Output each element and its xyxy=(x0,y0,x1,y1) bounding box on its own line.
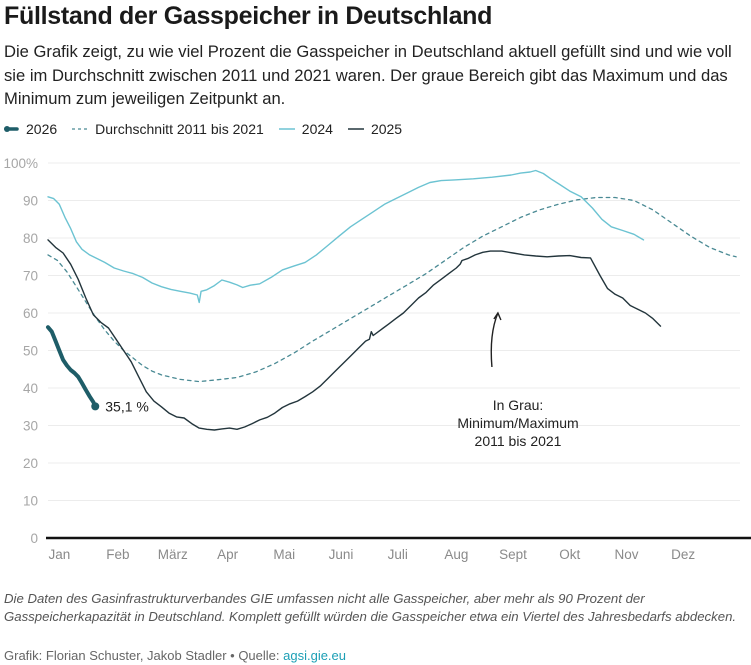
y-tick-label: 0 xyxy=(30,531,38,546)
legend-item-2026: 2026 xyxy=(4,121,57,137)
legend-swatch-2025 xyxy=(347,128,364,130)
series-end-label: 35,1 % xyxy=(105,398,149,414)
x-tick-label: März xyxy=(158,547,188,562)
x-tick-label: Jan xyxy=(48,547,70,562)
legend-label-2026: 2026 xyxy=(26,121,58,137)
x-tick-label: Juni xyxy=(329,547,354,562)
y-tick-label: 60 xyxy=(23,306,38,321)
legend-label-2024: 2024 xyxy=(301,121,333,137)
annotation-arrowhead xyxy=(493,311,502,321)
x-tick-label: Dez xyxy=(671,547,695,562)
y-tick-label: 80 xyxy=(23,231,38,246)
x-tick-label: Okt xyxy=(559,547,580,562)
y-tick-label: 20 xyxy=(23,456,38,471)
annotation-text: Minimum/Maximum xyxy=(457,415,578,431)
series-line-2026 xyxy=(46,325,98,409)
y-tick-label: 50 xyxy=(23,344,38,359)
footnote: Die Daten des Gasinfrastrukturverbandes … xyxy=(4,591,737,624)
y-tick-label: 100% xyxy=(3,156,38,171)
legend-swatch-2024 xyxy=(278,128,295,130)
y-tick-label: 30 xyxy=(23,419,38,434)
legend: 2026 Durchschnitt 2011 bis 2021 2024 202… xyxy=(4,121,416,137)
legend-item-2025: 2025 xyxy=(347,121,402,137)
series-line-durchschnitt-2011-bis-2021 xyxy=(47,196,737,383)
legend-label-2025: 2025 xyxy=(370,121,403,137)
source-link[interactable]: agsi.gie.eu xyxy=(283,648,347,663)
x-tick-label: Nov xyxy=(614,547,638,562)
x-tick-label: Juli xyxy=(388,547,408,562)
credit-authors: Grafik: Florian Schuster, Jakob Stadler xyxy=(4,648,227,663)
chart-plot: 0 10 20 30 40 50 60 70 80 90 100% Jan Feb März Apr Mai… xyxy=(3,156,751,562)
legend-item-2024: 2024 xyxy=(278,121,333,137)
chart-subtitle: Die Grafik zeigt, zu wie viel Prozent di… xyxy=(4,42,732,108)
source-prefix: • Quelle: xyxy=(226,648,284,663)
x-tick-label: Feb xyxy=(106,547,129,562)
series-end-marker xyxy=(91,402,100,411)
series-line-2024 xyxy=(47,169,645,304)
x-tick-label: Apr xyxy=(217,547,239,562)
y-tick-label: 40 xyxy=(23,381,38,396)
annotation-text: In Grau: xyxy=(493,397,544,413)
annotation-arrow xyxy=(490,312,499,368)
x-tick-label: Mai xyxy=(273,547,295,562)
credits: Grafik: Florian Schuster, Jakob Stadler … xyxy=(4,648,346,663)
x-tick-label: Sept xyxy=(499,547,527,562)
series-line-2025 xyxy=(47,239,662,431)
annotation-text: 2011 bis 2021 xyxy=(475,433,562,449)
legend-label-average: Durchschnitt 2011 bis 2021 xyxy=(95,121,264,137)
y-tick-label: 10 xyxy=(23,494,38,509)
y-tick-label: 90 xyxy=(23,194,38,209)
y-tick-label: 70 xyxy=(23,269,38,284)
chart-title: Füllstand der Gasspeicher in Deutschland xyxy=(4,2,493,30)
legend-swatch-2026 xyxy=(4,126,19,132)
x-tick-label: Aug xyxy=(444,547,468,562)
legend-item-average: Durchschnitt 2011 bis 2021 xyxy=(71,121,264,137)
legend-swatch-average xyxy=(72,128,89,130)
